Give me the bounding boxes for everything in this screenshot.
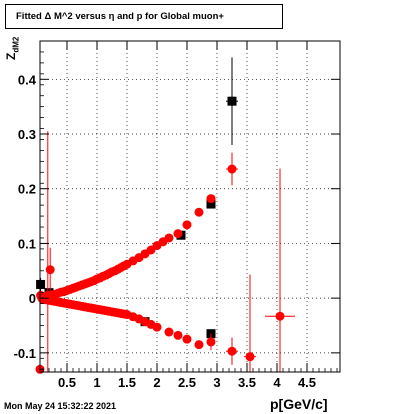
data-point-circle [173,229,183,239]
data-point-circle [164,233,174,243]
data-point-circle [245,352,255,362]
x-tick-label: 4 [273,375,281,390]
x-axis-label: p[GeV/c] [270,396,328,412]
x-tick-label: 4.5 [298,375,316,390]
x-tick-label: 2.5 [178,375,196,390]
data-point-circle [227,346,237,356]
x-tick-label: 3.5 [238,375,256,390]
data-point-circle [275,311,285,321]
axes: 0.5 1 1.5 2 2.5 3 3.5 4 4.5 -0.1 0 0.1 0.2 0.3 0.4 [14,40,341,390]
data-point-circle [45,265,55,275]
data-points [35,57,295,374]
x-tick-label: 2 [153,375,160,390]
data-point-circle [194,207,204,217]
data-point-square [36,279,46,289]
x-tick-label: 1 [93,375,100,390]
y-tick-label: 0 [29,291,36,306]
data-point-circle [206,194,216,204]
data-point-circle [164,327,174,337]
y-tick-label: 0.4 [18,72,37,87]
y-axis-label-main: Z [4,52,18,60]
y-tick-label: -0.1 [14,346,36,361]
data-point-circle [194,340,204,350]
x-tick-label: 0.5 [58,375,76,390]
x-tick-label: 1.5 [118,375,136,390]
data-point-circle [227,164,237,174]
data-point-circle [182,220,192,230]
y-tick-label: 0.3 [18,127,36,142]
chart-title: Fitted Δ M^2 versus η and p for Global m… [5,4,283,29]
x-tick-label: 3 [213,375,220,390]
data-point-circle [173,330,183,340]
timestamp: Mon May 24 15:32:22 2021 [4,401,117,411]
y-tick-label: 0.1 [18,236,36,251]
y-axis-label-sub: dM2 [11,36,21,53]
data-point-circle [206,337,216,347]
y-tick-label: 0.2 [18,182,36,197]
data-point-square [206,199,216,209]
plot-frame [39,40,341,373]
data-point-square [227,96,237,106]
grid-lines [40,41,340,372]
data-point-circle [152,322,162,332]
y-axis-label: ZdM2 [4,37,20,60]
data-point-circle [182,334,192,344]
